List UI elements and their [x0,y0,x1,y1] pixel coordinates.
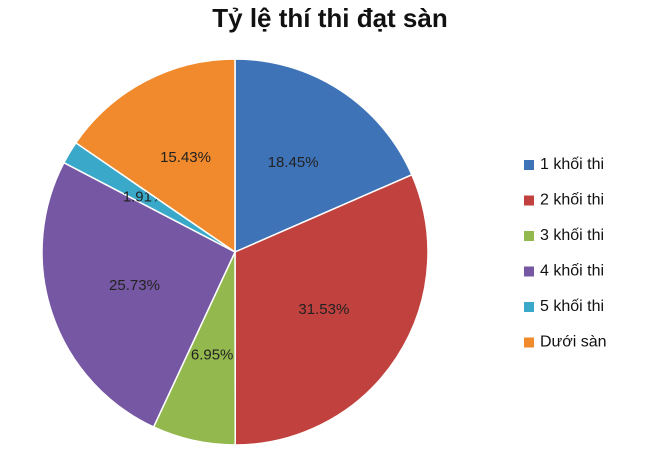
data-label: 25.73% [109,277,160,294]
pie-slice [234,58,413,254]
pie-slice [41,161,236,428]
legend-swatch [524,231,534,241]
pie-slice [234,173,429,446]
data-label: 31.53% [298,301,349,318]
legend-swatch [524,160,534,170]
legend-label: 3 khối thi [540,227,604,244]
legend-swatch [524,337,534,348]
legend-label: 2 khối thi [540,192,604,209]
data-label: 6.95% [191,347,234,364]
data-label: 15.43% [160,149,211,166]
legend-label: Dưới sàn [540,334,607,351]
legend-swatch [524,195,534,206]
legend-label: 5 khối thi [540,298,604,315]
legend-label: 4 khối thi [540,263,604,280]
legend-swatch [524,302,534,312]
legend-swatch [524,266,534,277]
data-label: 18.45% [268,154,319,171]
pie-slice [74,58,236,254]
chart-title: Tỷ lệ thí thi đạt sàn [212,3,447,33]
legend-label: 1 khối thi [540,156,604,173]
